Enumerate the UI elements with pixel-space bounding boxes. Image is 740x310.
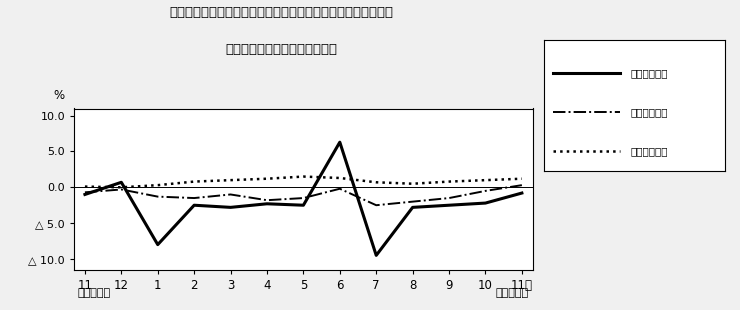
Text: 平成２３年: 平成２３年 bbox=[78, 288, 111, 298]
Text: 第４図　賃金、労働時間、常用雇用指数　対前年同月比の推移: 第４図 賃金、労働時間、常用雇用指数 対前年同月比の推移 bbox=[169, 6, 393, 19]
Text: 総実労働時間: 総実労働時間 bbox=[631, 107, 668, 117]
Text: 常用雇用指数: 常用雇用指数 bbox=[631, 146, 668, 156]
Text: 現金給与総額: 現金給与総額 bbox=[631, 68, 668, 78]
Text: （規模５人以上　調査産業計）: （規模５人以上 調査産業計） bbox=[225, 43, 337, 56]
Text: 平成２４年: 平成２４年 bbox=[496, 288, 529, 298]
Text: %: % bbox=[54, 89, 65, 102]
